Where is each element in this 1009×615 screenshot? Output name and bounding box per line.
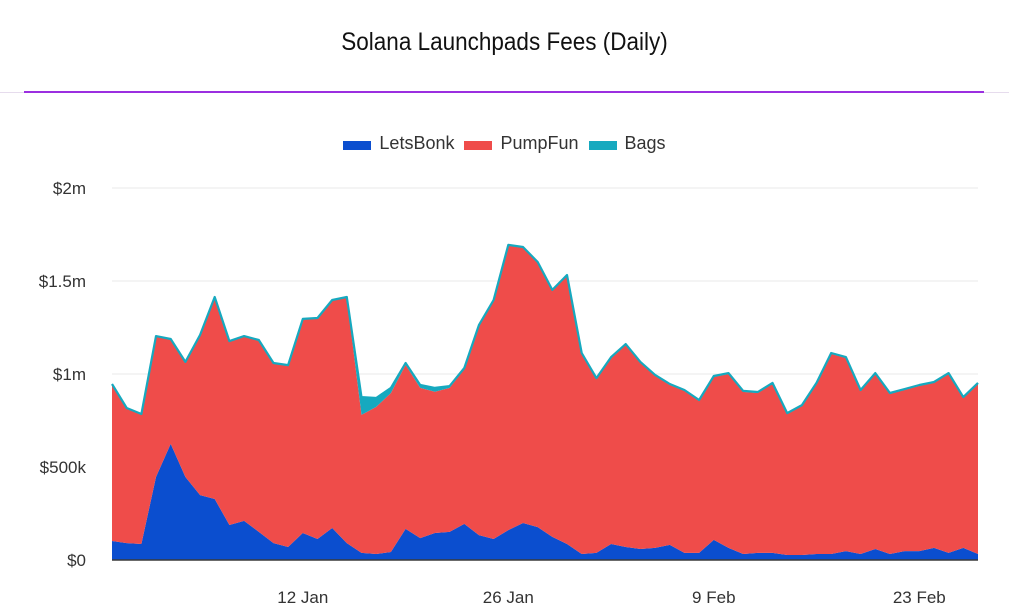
y-axis-ticks: $0 $500k $1m $1.5m $2m (39, 179, 87, 570)
y-tick-label: $0 (67, 551, 86, 570)
legend-item-letsbonk[interactable]: LetsBonk (343, 133, 454, 154)
legend: LetsBonk PumpFun Bags (0, 133, 1009, 154)
legend-label-letsbonk: LetsBonk (379, 133, 455, 153)
legend-label-bags: Bags (624, 133, 666, 153)
y-tick-label: $1.5m (39, 272, 86, 291)
area-letsbonk (112, 443, 978, 560)
x-tick-label: 23 Feb (893, 588, 946, 607)
chart-title: Solana Launchpads Fees (Daily) (341, 28, 668, 56)
area-pumpfun (112, 245, 978, 556)
legend-label-pumpfun: PumpFun (500, 133, 579, 153)
x-tick-label: 26 Jan (483, 588, 534, 607)
y-tick-label: $500k (40, 458, 87, 477)
x-axis-ticks: 12 Jan 26 Jan 9 Feb 23 Feb (277, 588, 945, 607)
legend-item-pumpfun[interactable]: PumpFun (464, 133, 579, 154)
legend-swatch-bags (588, 140, 617, 150)
line-bags (111, 243, 979, 416)
legend-swatch-letsbonk (343, 140, 372, 150)
y-tick-label: $1m (53, 365, 86, 384)
x-tick-label: 12 Jan (277, 588, 328, 607)
legend-swatch-pumpfun (464, 140, 493, 150)
x-tick-label: 9 Feb (692, 588, 735, 607)
legend-item-bags[interactable]: Bags (588, 133, 666, 154)
stacked-areas (111, 243, 979, 561)
y-tick-label: $2m (53, 179, 86, 198)
header-divider (24, 91, 984, 93)
